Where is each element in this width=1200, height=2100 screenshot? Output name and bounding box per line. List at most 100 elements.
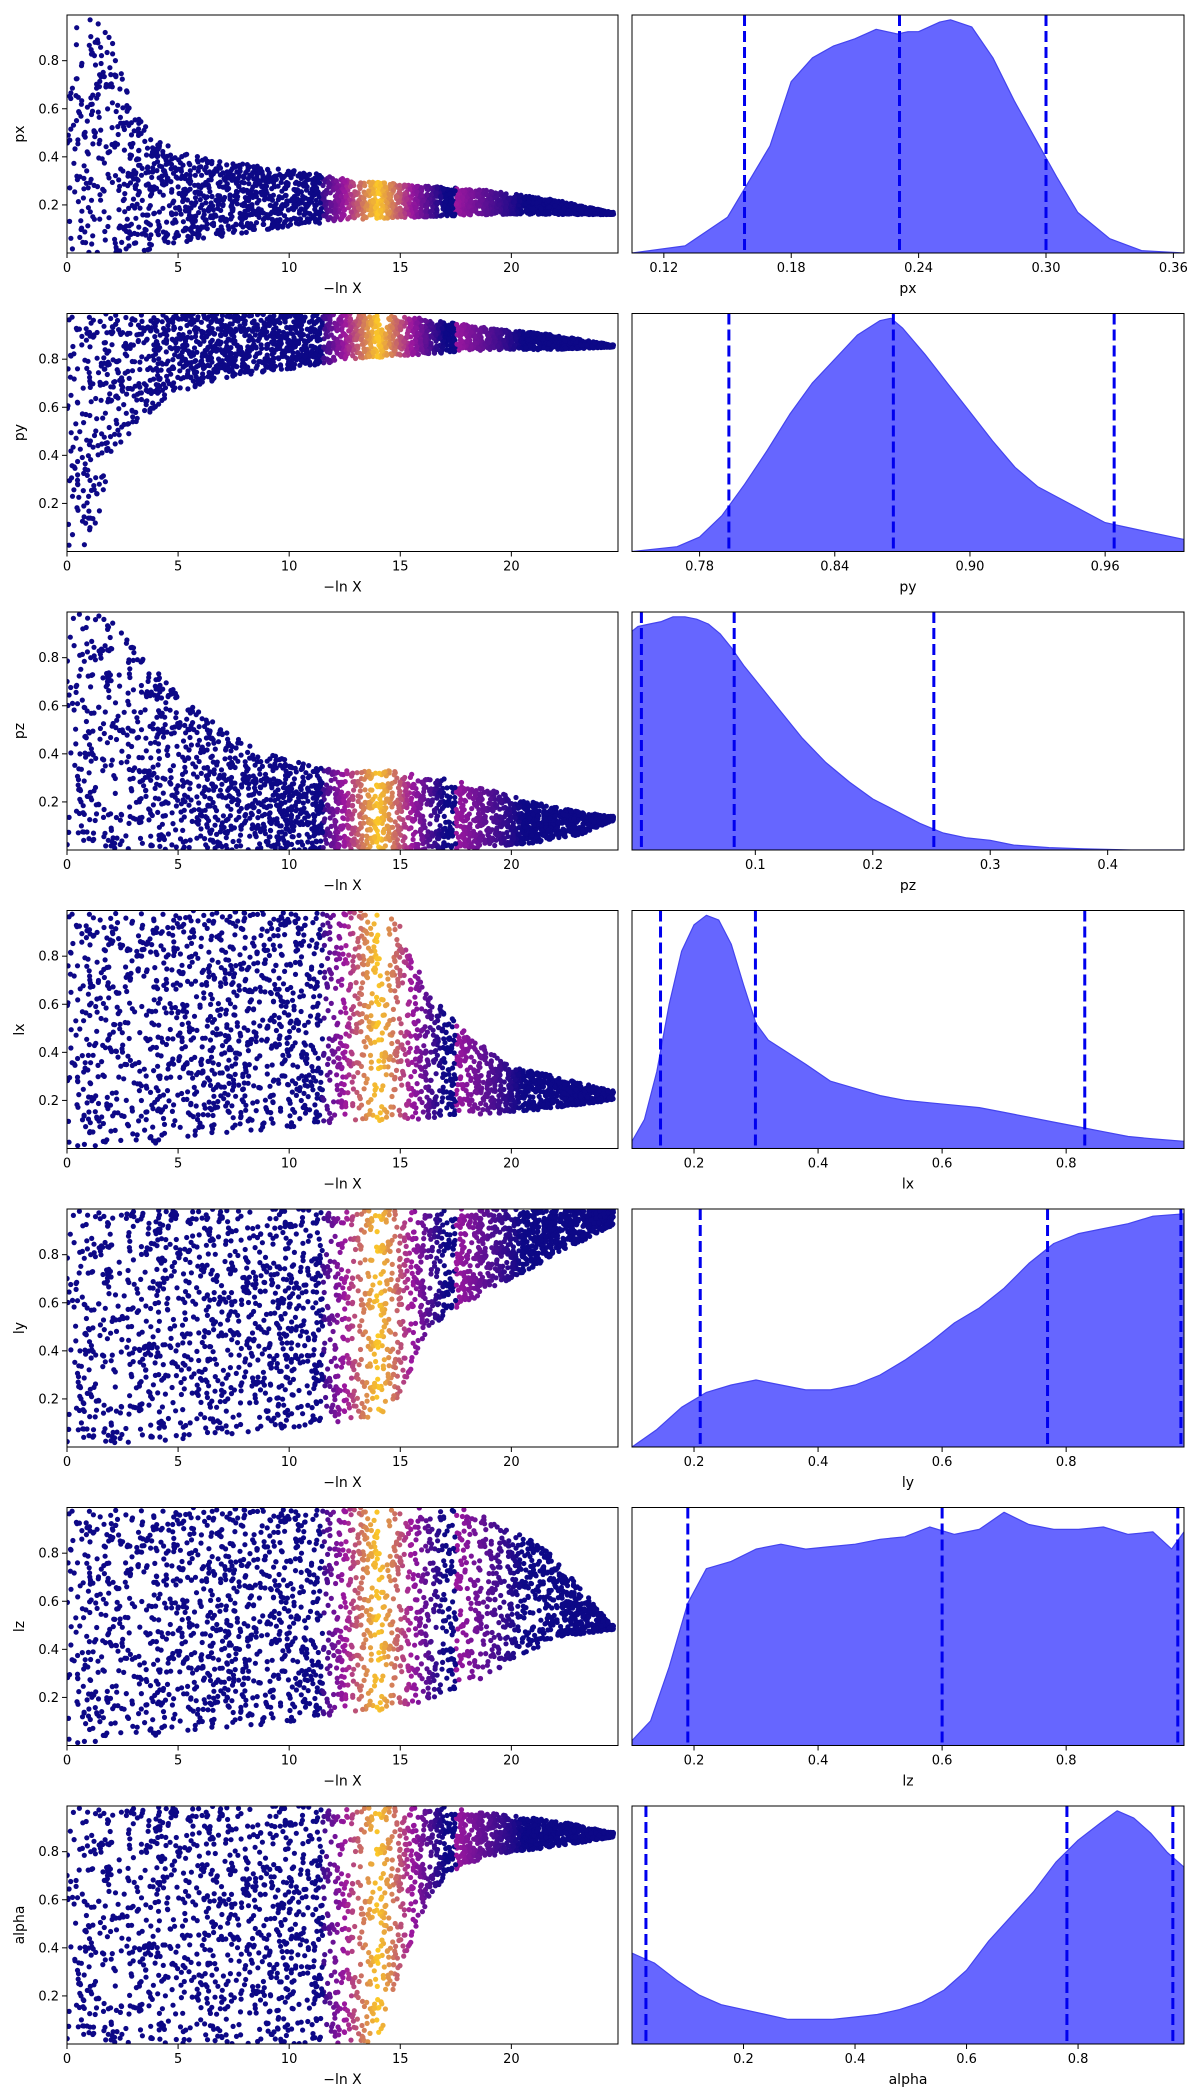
trace-point [173,211,179,217]
trace-point [87,344,93,350]
trace-point [144,145,151,151]
trace-point [79,342,85,348]
trace-point [358,180,364,186]
trace-point [378,343,384,350]
trace-point [154,159,161,165]
trace-point [325,180,331,186]
trace-point [87,374,93,380]
trace-point [204,221,210,227]
trace-point [340,341,346,347]
trace-point [124,216,130,222]
trace-point [262,182,269,188]
trace-point [111,379,117,385]
trace-point [175,184,181,190]
trace-point [378,348,385,354]
trace-point [419,323,425,329]
trace-point [87,384,93,390]
trace-point [85,205,91,211]
trace-point [252,332,258,338]
trace-point [408,334,414,340]
trace-point [77,446,83,452]
trace-point [384,352,390,358]
trace-point [538,205,544,212]
x-tick-label: 10 [281,261,298,276]
trace-point [98,397,104,403]
x-tick-label: 0 [63,261,71,276]
trace-point [215,205,221,212]
trace-point [342,321,349,327]
trace-point [74,76,80,82]
trace-point [137,384,143,390]
trace-point [394,194,400,200]
trace-point [440,186,446,192]
trace-point [163,161,169,167]
trace-point [198,319,204,325]
trace-point [148,232,154,238]
trace-point [193,199,199,205]
trace-point [161,392,168,398]
trace-point [315,209,321,215]
trace-point [466,204,472,210]
trace-point [95,21,101,27]
trace-point [185,386,191,392]
trace-point [131,128,137,134]
trace-point [451,336,457,343]
trace-point [136,147,142,153]
trace-point [91,333,97,339]
trace-point [339,351,345,357]
trace-point [232,193,238,199]
trace-points-py [67,313,617,548]
trace-point [100,415,106,421]
trace-point [168,166,174,172]
trace-point [112,72,118,78]
trace-point [169,187,175,193]
trace-point [78,63,85,69]
trace-point [150,400,156,406]
trace-point [85,453,91,459]
trace-point [75,199,81,205]
trace-point [292,344,298,350]
trace-point [382,331,389,337]
trace-point [213,230,219,237]
trace-point [283,180,289,187]
trace-point [72,146,78,152]
trace-point [127,155,133,161]
trace-point [216,197,222,203]
trace-point [147,241,153,247]
trace-point [523,193,529,200]
trace-point [83,411,89,418]
trace-point [86,442,92,448]
trace-point [206,185,212,191]
trace-point [251,359,257,365]
trace-point [254,313,261,318]
trace-point [118,120,124,126]
x-axis-label: px [899,281,916,297]
trace-point [267,193,273,199]
trace-point [288,324,294,331]
trace-point [90,92,96,98]
trace-point [70,444,76,450]
trace-point [414,343,420,349]
trace-point [98,360,104,366]
trace-point [70,122,77,128]
trace-point [109,100,115,106]
trace-point [100,186,106,192]
trace-point [82,134,88,140]
trace-point [107,434,114,440]
trace-point [226,336,232,342]
trace-point [117,223,123,229]
trace-point [67,218,73,224]
trace-point [67,132,71,138]
trace-point [488,189,494,195]
trace-point [317,200,323,206]
trace-point [341,313,347,317]
trace-point [80,488,86,494]
trace-point [154,168,160,174]
trace-point [359,341,365,347]
trace-point [107,391,113,397]
trace-point [237,168,243,174]
trace-point [239,230,245,236]
trace-point [88,34,94,40]
trace-point [87,380,93,386]
trace-point [129,358,135,365]
